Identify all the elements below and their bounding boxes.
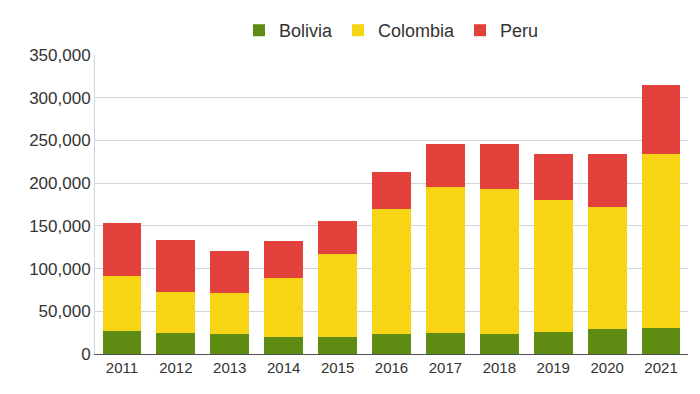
svg-text:250,000: 250,000 <box>29 131 90 150</box>
svg-text:2014: 2014 <box>267 359 300 376</box>
svg-text:100,000: 100,000 <box>29 260 90 279</box>
svg-text:0: 0 <box>81 345 90 364</box>
svg-text:2013: 2013 <box>213 359 246 376</box>
svg-text:50,000: 50,000 <box>39 302 91 321</box>
svg-text:350,000: 350,000 <box>29 46 90 65</box>
svg-text:Peru: Peru <box>500 21 538 41</box>
svg-text:300,000: 300,000 <box>29 89 90 108</box>
svg-text:2019: 2019 <box>537 359 570 376</box>
svg-text:2016: 2016 <box>375 359 408 376</box>
svg-text:2018: 2018 <box>483 359 516 376</box>
svg-text:150,000: 150,000 <box>29 217 90 236</box>
svg-text:Colombia: Colombia <box>378 21 455 41</box>
svg-text:2017: 2017 <box>429 359 462 376</box>
svg-text:200,000: 200,000 <box>29 174 90 193</box>
svg-text:2011: 2011 <box>106 359 138 376</box>
svg-text:2012: 2012 <box>159 359 192 376</box>
svg-text:2015: 2015 <box>321 359 354 376</box>
svg-text:2021: 2021 <box>644 359 677 376</box>
svg-text:2020: 2020 <box>590 359 623 376</box>
svg-text:Bolivia: Bolivia <box>279 21 333 41</box>
